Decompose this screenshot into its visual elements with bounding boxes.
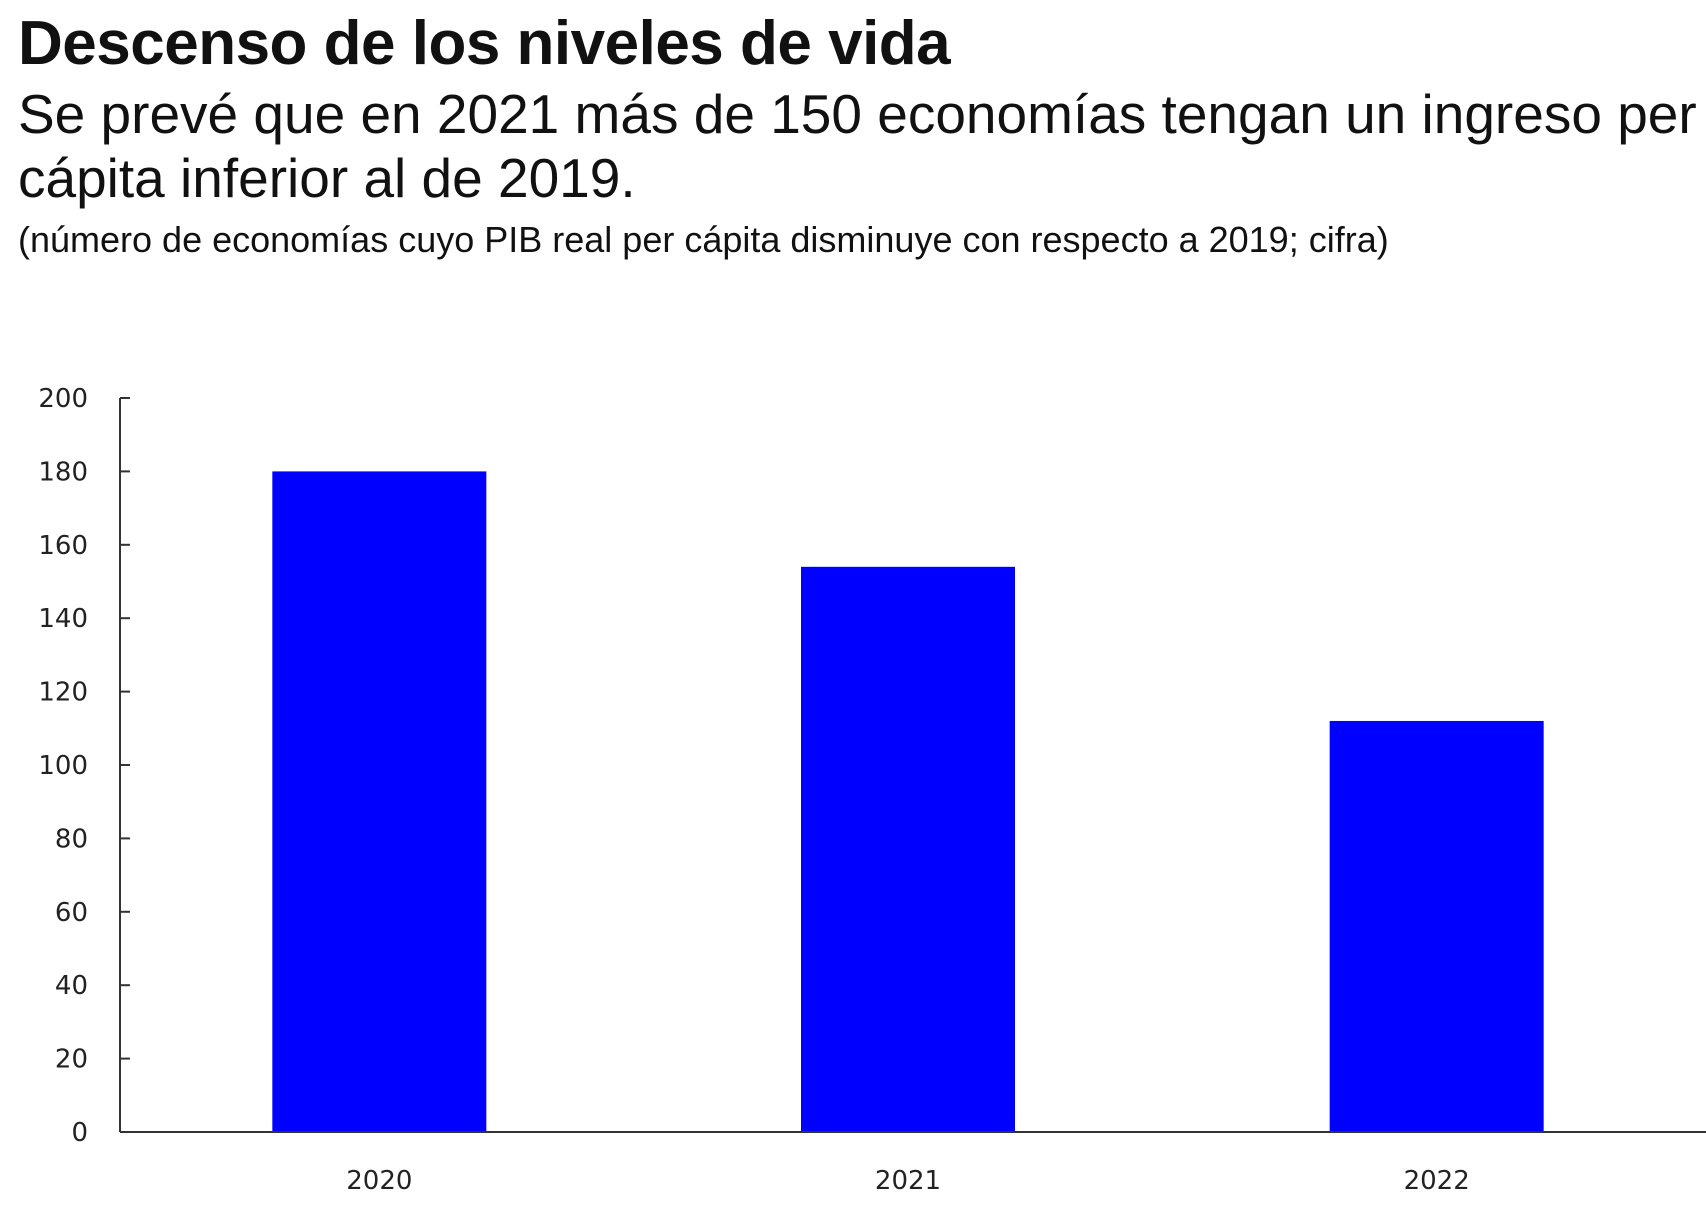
bar-2020 xyxy=(272,471,487,1132)
chart-title: Descenso de los niveles de vida xyxy=(18,9,951,78)
y-tick-label: 60 xyxy=(55,898,88,928)
y-axis-ticks: 0 20 40 60 80 100 120 140 160 180 200 xyxy=(38,384,130,1148)
bar-2022 xyxy=(1329,720,1544,1132)
x-tick-label-2021: 2021 xyxy=(875,1166,941,1196)
y-tick-label: 40 xyxy=(55,971,88,1001)
bar-2021 xyxy=(801,566,1015,1132)
y-tick-label: 200 xyxy=(38,384,88,414)
chart-subtitle: Se prevé que en 2021 más de 150 economía… xyxy=(18,83,1697,209)
y-tick-label: 160 xyxy=(38,531,88,561)
y-tick-label: 120 xyxy=(38,678,88,708)
y-tick-label: 180 xyxy=(38,457,88,487)
chart-header: Descenso de los niveles de vida Se prevé… xyxy=(18,6,1698,264)
x-axis-labels: 2020 2021 2022 xyxy=(346,1166,1470,1196)
x-tick-label-2022: 2022 xyxy=(1404,1166,1470,1196)
chart-note: (número de economías cuyo PIB real per c… xyxy=(18,219,1389,260)
y-tick-label: 20 xyxy=(55,1045,88,1075)
bars-group xyxy=(272,471,1544,1132)
y-tick-label: 80 xyxy=(55,824,88,854)
x-tick-label-2020: 2020 xyxy=(346,1166,412,1196)
y-tick-label: 0 xyxy=(71,1118,88,1148)
y-tick-label: 140 xyxy=(38,604,88,634)
y-tick-label: 100 xyxy=(38,751,88,781)
